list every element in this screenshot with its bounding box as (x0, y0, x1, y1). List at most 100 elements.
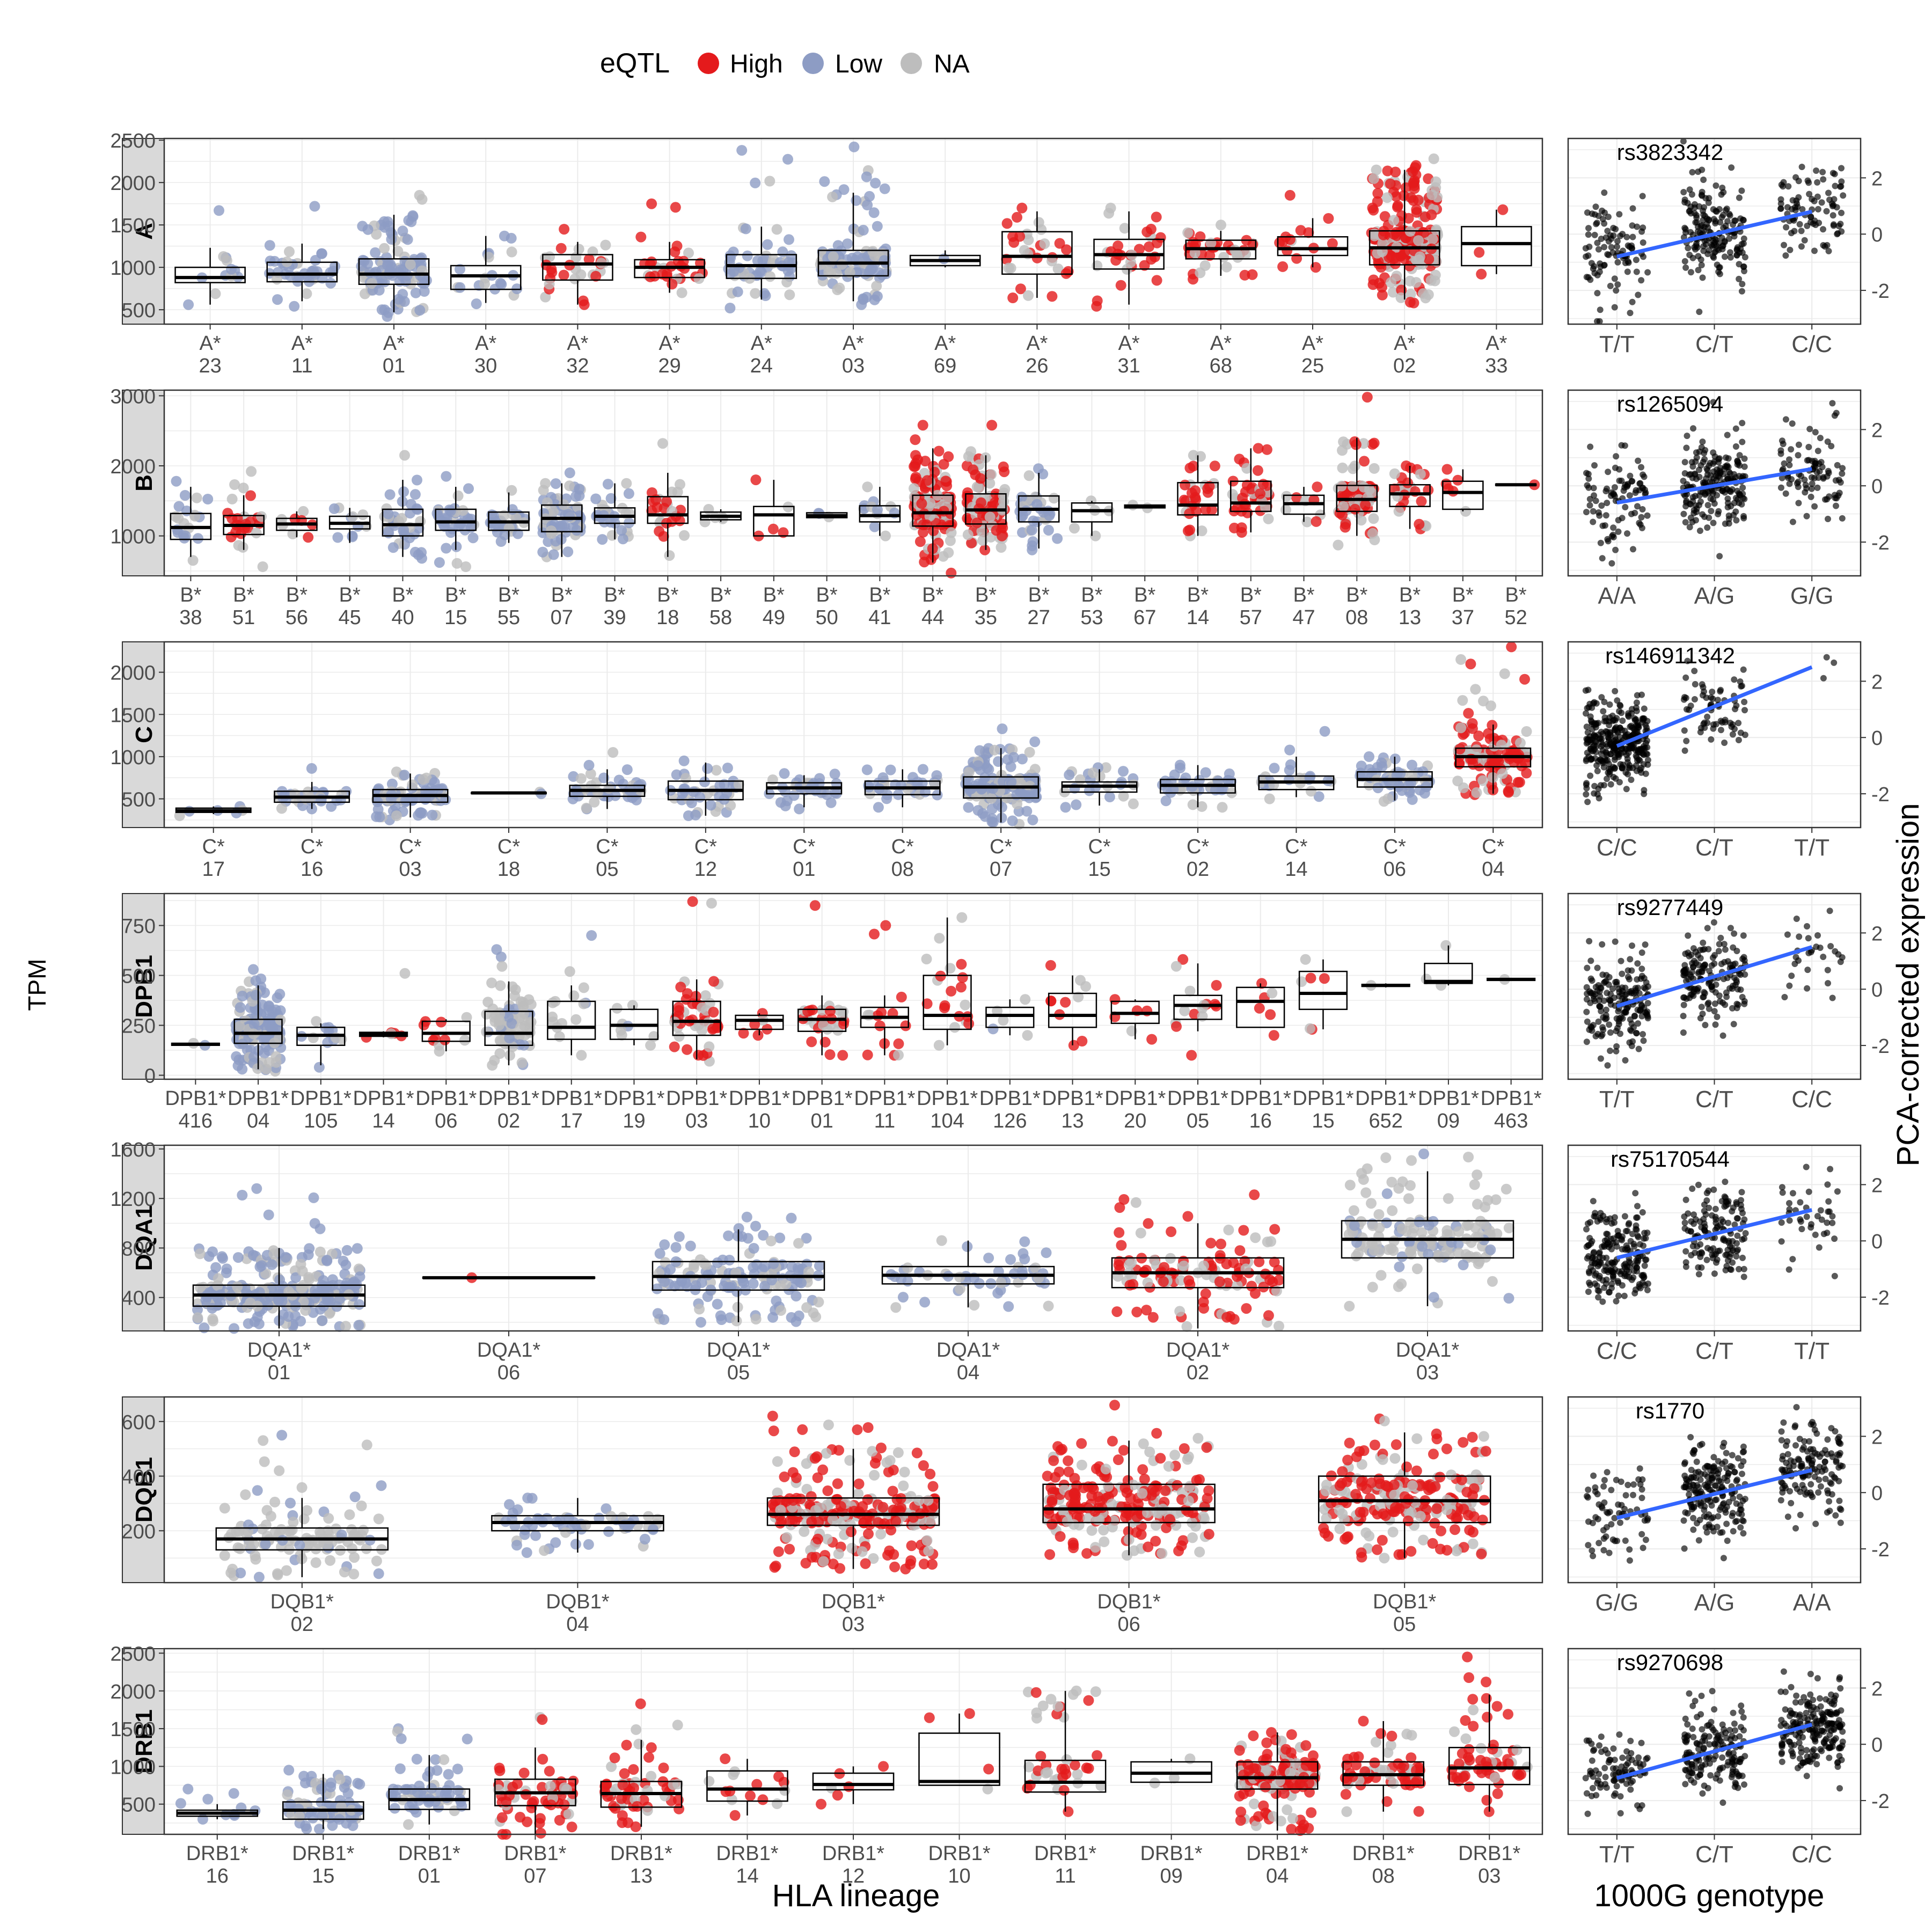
data-point (929, 466, 940, 478)
data-point (860, 1558, 871, 1569)
data-point (1114, 1227, 1125, 1238)
data-point (955, 982, 967, 993)
data-point (750, 177, 761, 188)
data-point (809, 1453, 821, 1464)
data-point (1284, 189, 1296, 201)
data-point (1019, 1254, 1030, 1265)
data-point (1337, 445, 1348, 456)
data-point (1458, 1260, 1469, 1270)
data-point (1396, 1278, 1407, 1290)
data-point (1470, 684, 1481, 695)
data-point (827, 191, 838, 202)
data-point (1043, 524, 1054, 536)
data-point (1373, 1209, 1385, 1220)
data-point (1379, 1553, 1390, 1564)
data-point (1414, 518, 1425, 530)
data-point (861, 171, 872, 182)
data-point (564, 480, 575, 492)
data-point (1045, 960, 1056, 971)
data-point (996, 1277, 1007, 1288)
box-iqr (1461, 226, 1532, 267)
data-point (784, 289, 795, 301)
data-point (956, 912, 968, 923)
data-point (1261, 444, 1272, 455)
data-point (397, 225, 408, 237)
data-point (399, 296, 410, 307)
data-point (1265, 1009, 1276, 1020)
x-tick-label: C* 15 (1088, 836, 1110, 881)
data-point (1021, 806, 1033, 817)
data-point (1211, 980, 1222, 991)
data-point (921, 954, 932, 964)
x-tick-label: B* 56 (286, 584, 308, 629)
data-point (933, 445, 945, 457)
data-point (252, 1485, 263, 1496)
data-point (1151, 211, 1162, 223)
data-point (256, 511, 267, 522)
data-point (1182, 1211, 1194, 1222)
data-point (789, 1446, 800, 1458)
data-point (1313, 791, 1324, 802)
data-point (1069, 1496, 1080, 1507)
data-point (1028, 515, 1039, 526)
y-tick-label: 400 (122, 1466, 156, 1489)
data-point (1118, 791, 1129, 802)
data-point (1204, 481, 1215, 492)
data-point (1387, 1205, 1398, 1216)
data-point (671, 240, 683, 252)
x-tick-label: B* 18 (656, 584, 679, 629)
data-point (1023, 470, 1035, 481)
data-point (869, 1469, 880, 1481)
data-point (314, 1246, 326, 1257)
x-tick-label: B* 51 (232, 584, 255, 629)
data-point (1022, 1030, 1033, 1041)
data-point (818, 1019, 829, 1030)
data-point (413, 549, 424, 560)
data-point (1194, 1546, 1205, 1557)
data-point (1180, 479, 1190, 491)
data-point (945, 535, 956, 546)
y-tick-label: 2000 (110, 456, 156, 478)
data-point (250, 1550, 261, 1561)
data-point (571, 525, 582, 536)
data-point (674, 515, 685, 526)
facet-strip-label: C (131, 726, 157, 743)
data-point (791, 1316, 802, 1327)
data-point (406, 216, 417, 228)
data-point (909, 483, 919, 494)
data-point (1463, 1152, 1474, 1162)
data-point (546, 525, 557, 537)
data-point (1113, 1260, 1124, 1271)
data-point (1003, 262, 1014, 274)
data-point (775, 1280, 786, 1291)
data-point (202, 494, 214, 504)
data-point (296, 1283, 307, 1294)
data-point (1160, 775, 1171, 787)
data-point (1113, 240, 1124, 252)
data-point (455, 282, 466, 293)
data-point (661, 496, 672, 507)
data-point (917, 420, 928, 431)
data-point (1182, 525, 1194, 537)
data-point (741, 1211, 752, 1223)
data-point (526, 1492, 538, 1504)
data-point (862, 1494, 873, 1505)
data-point (837, 1050, 848, 1061)
data-point (851, 195, 862, 206)
data-point (1139, 260, 1150, 271)
data-point (1389, 468, 1400, 479)
data-point (687, 896, 698, 907)
data-point (1039, 238, 1050, 250)
data-point (767, 774, 778, 785)
data-point (1393, 506, 1404, 517)
box-iqr (1442, 480, 1484, 510)
data-point (310, 1543, 321, 1555)
data-point (1198, 1297, 1209, 1307)
box-iqr (912, 494, 954, 527)
data-point (570, 1539, 581, 1550)
data-point (362, 224, 374, 235)
data-point (1100, 762, 1111, 773)
data-point (1407, 794, 1418, 805)
data-point (933, 1040, 945, 1051)
data-point (646, 487, 657, 498)
